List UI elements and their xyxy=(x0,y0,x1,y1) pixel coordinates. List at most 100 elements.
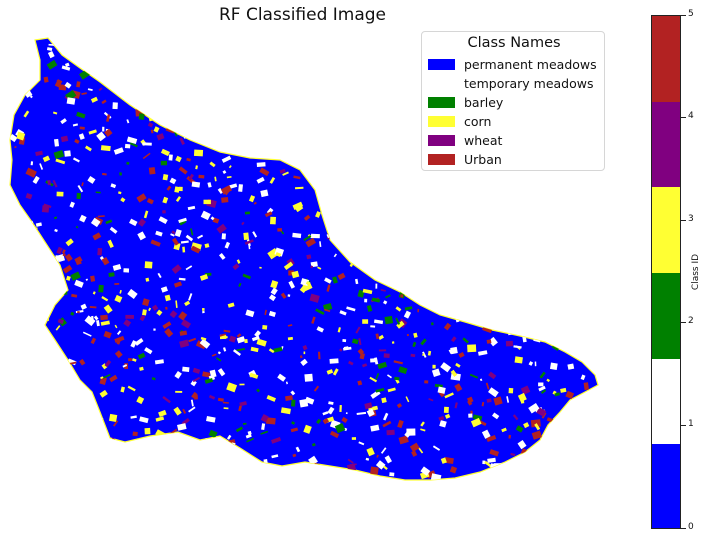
parcel xyxy=(370,466,379,475)
legend-swatch xyxy=(428,59,455,70)
parcel xyxy=(291,270,300,279)
parcel xyxy=(215,357,222,362)
parcel xyxy=(429,287,438,296)
parcel xyxy=(383,412,389,421)
parcel xyxy=(245,110,251,118)
parcel xyxy=(395,129,399,133)
parcel xyxy=(300,358,308,367)
parcel xyxy=(286,144,291,150)
parcel xyxy=(65,375,75,380)
parcel xyxy=(253,201,257,205)
parcel xyxy=(143,210,149,219)
legend-swatch xyxy=(428,78,455,89)
parcel xyxy=(187,205,196,211)
parcel xyxy=(551,195,556,198)
parcel xyxy=(268,43,278,48)
parcel xyxy=(204,377,214,384)
parcel xyxy=(298,74,305,78)
parcel xyxy=(63,428,70,433)
parcel xyxy=(103,330,112,339)
parcel xyxy=(23,110,30,118)
parcel xyxy=(190,442,198,450)
parcel xyxy=(510,452,516,457)
parcel xyxy=(439,420,447,428)
colorbar-label: Class ID xyxy=(691,253,701,291)
parcel xyxy=(101,296,109,302)
parcel xyxy=(364,128,372,135)
parcel xyxy=(47,180,51,186)
parcel xyxy=(362,319,369,324)
parcel xyxy=(486,474,495,480)
parcel xyxy=(563,423,574,434)
parcel xyxy=(10,134,18,143)
parcel xyxy=(23,38,32,40)
parcel xyxy=(423,190,433,195)
parcel xyxy=(206,415,216,423)
parcel xyxy=(489,449,500,457)
colorbar-segment-temporary-meadows xyxy=(652,358,680,445)
parcel xyxy=(338,348,343,352)
parcel xyxy=(454,383,463,392)
parcel xyxy=(401,63,408,68)
parcel xyxy=(461,286,472,296)
parcel xyxy=(256,338,267,347)
parcel xyxy=(97,248,103,256)
parcel xyxy=(518,238,526,247)
parcel xyxy=(499,207,504,212)
parcel xyxy=(128,83,140,95)
parcel xyxy=(312,80,322,87)
parcel xyxy=(235,426,244,433)
parcel xyxy=(467,396,474,404)
parcel xyxy=(501,202,512,212)
parcel xyxy=(78,133,85,140)
parcel xyxy=(593,174,598,184)
parcel xyxy=(423,267,431,275)
parcel xyxy=(219,333,226,337)
parcel xyxy=(288,280,296,289)
parcel xyxy=(243,232,250,240)
parcel xyxy=(57,38,63,42)
parcel xyxy=(181,82,192,93)
parcel xyxy=(395,317,401,325)
parcel xyxy=(190,245,201,254)
parcel xyxy=(43,203,52,209)
parcel xyxy=(171,264,182,274)
parcel xyxy=(254,330,262,338)
parcel xyxy=(96,131,106,142)
colorbar-tick xyxy=(681,528,686,529)
parcel xyxy=(197,444,203,452)
parcel xyxy=(178,311,188,321)
legend: Class Names permanent meadows temporary … xyxy=(421,31,605,171)
parcel xyxy=(188,173,194,181)
parcel xyxy=(342,339,347,343)
parcel xyxy=(179,330,188,336)
parcel xyxy=(90,96,98,103)
parcel xyxy=(202,307,205,311)
parcel xyxy=(377,361,388,370)
parcel xyxy=(337,228,341,236)
parcel xyxy=(345,47,356,57)
parcel xyxy=(349,475,358,480)
parcel xyxy=(517,319,526,326)
parcel xyxy=(93,440,99,446)
parcel xyxy=(326,92,334,97)
parcel xyxy=(171,66,178,73)
parcel xyxy=(36,362,47,371)
parcel xyxy=(346,306,356,312)
parcel xyxy=(359,111,368,119)
parcel xyxy=(458,205,465,212)
parcel xyxy=(94,449,102,455)
parcel xyxy=(264,309,267,316)
parcel xyxy=(599,382,607,388)
parcel xyxy=(57,461,66,471)
parcel xyxy=(126,41,136,50)
parcel xyxy=(209,161,216,168)
parcel xyxy=(36,422,45,428)
parcel xyxy=(541,303,548,310)
parcel xyxy=(241,463,247,469)
parcel xyxy=(109,226,118,234)
parcel xyxy=(539,371,546,379)
parcel xyxy=(382,176,391,182)
parcel xyxy=(440,362,452,373)
parcel xyxy=(14,271,22,279)
